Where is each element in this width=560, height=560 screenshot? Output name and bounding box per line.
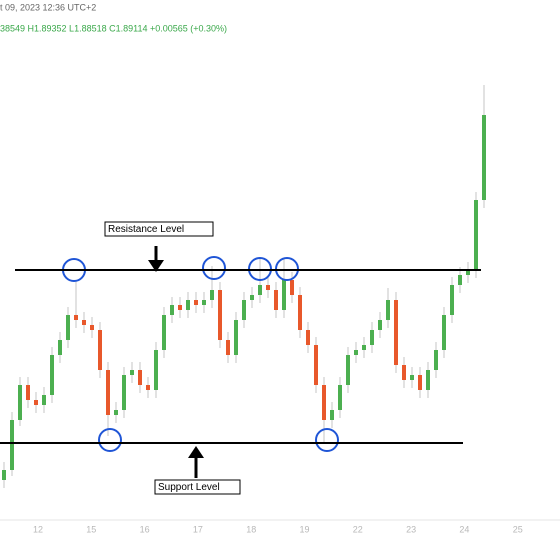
candle-body [378,320,382,330]
candle-body [434,350,438,370]
candle-body [386,300,390,320]
candle-body [362,345,366,350]
candle-body [266,285,270,290]
candle-body [466,270,470,275]
x-tick-label: 22 [353,524,363,534]
candle-body [98,330,102,370]
candle-body [218,290,222,340]
candle-body [26,385,30,400]
x-tick-label: 16 [140,524,150,534]
candle-body [258,285,262,295]
candle-body [426,370,430,390]
x-tick-label: 17 [193,524,203,534]
x-tick-label: 12 [33,524,43,534]
candle-body [482,115,486,200]
candle-body [226,340,230,355]
candle-body [322,385,326,420]
header-ohlc: 38549 H1.89352 L1.88518 C1.89114 +0.0056… [0,23,227,33]
candle-body [10,420,14,470]
candle-body [314,345,318,385]
candle-body [90,325,94,330]
arrows [148,246,204,478]
candle-body [162,315,166,350]
resistance-label: Resistance Level [108,224,184,235]
candle-body [298,295,302,330]
candle-body [330,410,334,420]
candle-body [2,470,6,480]
support-label: Support Level [158,482,220,493]
x-tick-label: 24 [459,524,469,534]
candle-body [250,295,254,300]
candle-body [474,200,478,270]
candle-body [234,320,238,355]
x-tick-label: 15 [86,524,96,534]
candle-body [458,275,462,285]
candle-body [346,355,350,385]
candle-body [34,400,38,405]
candle-body [370,330,374,345]
candle-body [42,395,46,405]
candle-body [114,410,118,415]
candle-body [450,285,454,315]
candle-body [186,300,190,310]
candle-body [170,305,174,315]
x-tick-label: 18 [246,524,256,534]
candle-body [394,300,398,365]
candle-body [242,300,246,320]
candle-body [74,315,78,320]
x-tick-label: 25 [513,524,523,534]
candle-body [58,340,62,355]
candle-body [202,300,206,305]
candle-body [138,370,142,385]
candles [2,85,486,488]
candle-body [50,355,54,395]
candle-body [154,350,158,390]
candle-body [146,385,150,390]
candle-body [194,300,198,305]
x-tick-label: 19 [299,524,309,534]
candle-body [418,375,422,390]
label-box [154,479,241,495]
candle-body [82,320,86,325]
header-date: t 09, 2023 12:36 UTC+2 [0,2,96,12]
candle-body [178,305,182,310]
candle-body [106,370,110,415]
label-box [104,221,214,237]
annotations: Resistance Level Support Level [0,221,481,495]
x-tick-label: 23 [406,524,416,534]
candle-body [338,385,342,410]
candle-body [274,290,278,310]
candle-body [354,350,358,355]
touch-circles [62,256,339,452]
candle-body [282,280,286,310]
candle-body [130,370,134,375]
candle-body [18,385,22,420]
candle-body [66,315,70,340]
candle-body [210,290,214,300]
candle-body [306,330,310,345]
candle-body [122,375,126,410]
candle-body [402,365,406,380]
candle-body [442,315,446,350]
candle-body [290,280,294,295]
candle-body [410,375,414,380]
